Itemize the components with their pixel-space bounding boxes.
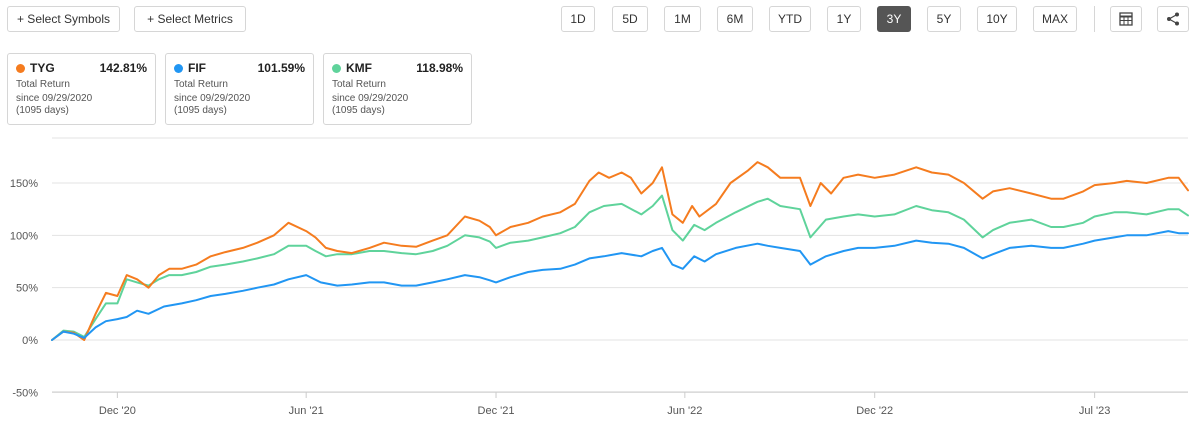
series-line-tyg[interactable] bbox=[51, 161, 1189, 341]
card-since: since 09/29/2020 bbox=[174, 93, 251, 104]
toolbar-divider bbox=[1094, 6, 1095, 32]
range-ytd-button[interactable]: YTD bbox=[769, 6, 811, 32]
card-value: 101.59% bbox=[257, 61, 305, 75]
kmf-color-dot bbox=[332, 63, 341, 73]
card-metric: Total Return bbox=[174, 79, 228, 90]
range-1m-button[interactable]: 1M bbox=[664, 6, 701, 32]
card-value: 142.81% bbox=[99, 61, 147, 75]
tyg-color-dot bbox=[16, 63, 25, 73]
total-return-chart[interactable]: -50% 0% 50% 100% 150% Dec '20 Jun '21 Dec '21 J… bbox=[0, 128, 1194, 427]
fif-color-dot bbox=[174, 63, 183, 73]
y-tick-label: 100% bbox=[10, 230, 38, 242]
card-days: (1095 days) bbox=[174, 105, 227, 116]
x-tick-label: Jun '22 bbox=[667, 405, 702, 417]
card-since: since 09/29/2020 bbox=[16, 93, 93, 104]
range-6m-button[interactable]: 6M bbox=[717, 6, 753, 32]
range-5y-button[interactable]: 5Y bbox=[927, 6, 961, 32]
share-button[interactable] bbox=[1157, 6, 1189, 32]
card-days: (1095 days) bbox=[332, 105, 385, 116]
card-since: since 09/29/2020 bbox=[332, 93, 409, 104]
range-5d-button[interactable]: 5D bbox=[612, 6, 648, 32]
card-days: (1095 days) bbox=[16, 105, 69, 116]
x-tick-label: Jun '21 bbox=[289, 405, 324, 417]
card-symbol: FIF bbox=[188, 61, 206, 75]
card-value: 118.98% bbox=[416, 61, 463, 75]
select-symbols-button[interactable]: + Select Symbols bbox=[7, 6, 120, 32]
range-1d-button[interactable]: 1D bbox=[561, 6, 595, 32]
legend-card-tyg[interactable]: TYG 142.81% Total Return since 09/29/202… bbox=[7, 53, 156, 125]
share-icon bbox=[1167, 12, 1179, 26]
y-tick-label: -50% bbox=[12, 387, 38, 399]
range-3y-button[interactable]: 3Y bbox=[877, 6, 911, 32]
card-metric: Total Return bbox=[16, 79, 70, 90]
range-max-button[interactable]: MAX bbox=[1033, 6, 1077, 32]
series-line-kmf[interactable] bbox=[51, 194, 1189, 341]
y-tick-label: 0% bbox=[22, 335, 38, 347]
legend-card-fif[interactable]: FIF 101.59% Total Return since 09/29/202… bbox=[165, 53, 314, 125]
card-symbol: TYG bbox=[30, 61, 55, 75]
x-tick-label: Dec '21 bbox=[478, 405, 515, 417]
y-tick-label: 150% bbox=[10, 178, 38, 190]
card-metric: Total Return bbox=[332, 79, 386, 90]
x-tick-label: Jul '23 bbox=[1079, 405, 1110, 417]
series-line-fif[interactable] bbox=[51, 230, 1189, 341]
x-tick-label: Dec '22 bbox=[856, 405, 893, 417]
range-1y-button[interactable]: 1Y bbox=[827, 6, 861, 32]
select-metrics-button[interactable]: + Select Metrics bbox=[134, 6, 246, 32]
legend-card-kmf[interactable]: KMF 118.98% Total Return since 09/29/202… bbox=[323, 53, 472, 125]
range-10y-button[interactable]: 10Y bbox=[977, 6, 1017, 32]
table-icon bbox=[1119, 12, 1133, 26]
y-tick-label: 50% bbox=[16, 283, 38, 295]
card-symbol: KMF bbox=[346, 61, 372, 75]
table-view-button[interactable] bbox=[1110, 6, 1142, 32]
x-tick-label: Dec '20 bbox=[99, 405, 136, 417]
